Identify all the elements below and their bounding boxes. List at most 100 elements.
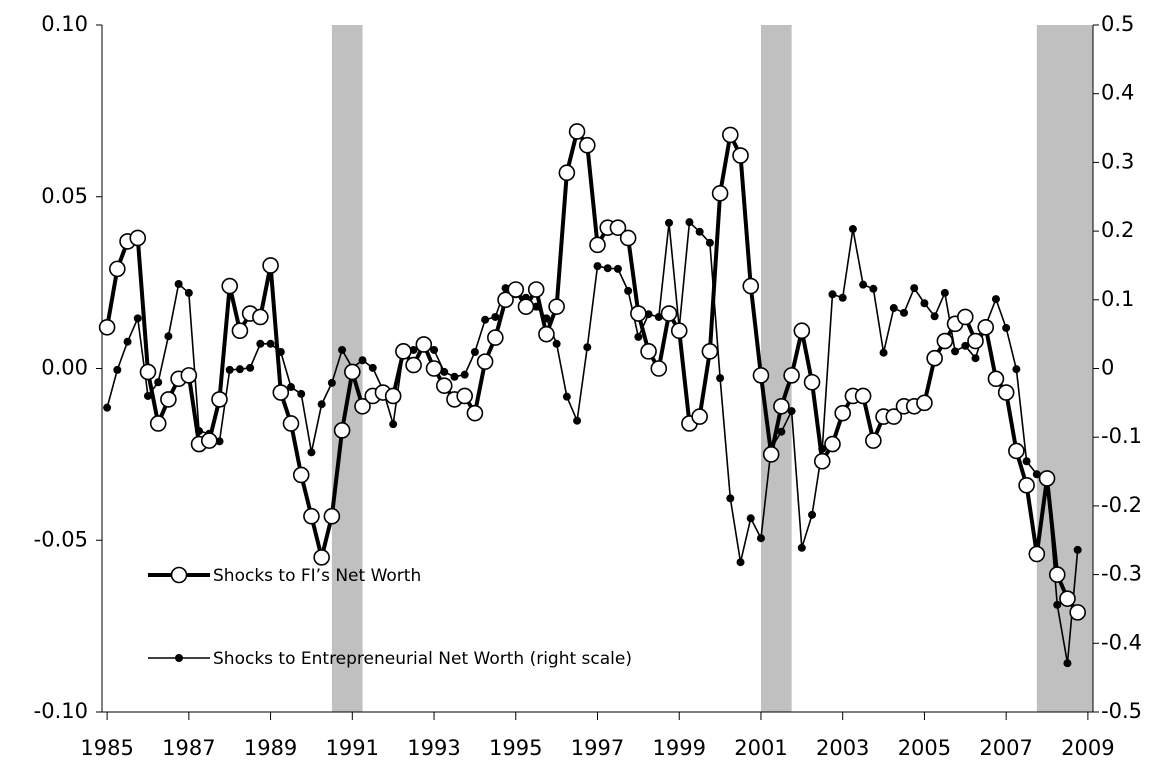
series-marker bbox=[180, 367, 198, 384]
series-marker bbox=[133, 314, 142, 323]
series-marker bbox=[701, 343, 719, 360]
series-marker bbox=[660, 305, 678, 322]
series-marker bbox=[113, 365, 122, 374]
series-marker bbox=[609, 219, 627, 236]
series-marker bbox=[491, 312, 500, 321]
series-marker bbox=[252, 308, 269, 326]
series-marker bbox=[1038, 470, 1056, 487]
series-marker bbox=[736, 558, 745, 567]
series-marker bbox=[548, 298, 565, 315]
series-marker bbox=[695, 227, 704, 236]
series-marker bbox=[773, 397, 790, 415]
series-marker bbox=[262, 257, 279, 274]
series-marker bbox=[640, 343, 657, 360]
series-marker bbox=[297, 389, 306, 398]
series-marker bbox=[578, 136, 596, 154]
series-marker bbox=[123, 337, 132, 346]
series-marker bbox=[991, 295, 1000, 304]
series-marker bbox=[1008, 442, 1025, 460]
series-marker bbox=[838, 293, 847, 302]
series-marker bbox=[143, 391, 152, 400]
series-line bbox=[106, 221, 1079, 665]
series-marker bbox=[456, 387, 473, 405]
series-marker bbox=[742, 277, 760, 295]
series-marker bbox=[1028, 545, 1046, 563]
series-marker bbox=[869, 284, 878, 293]
x-tick-label: 2001 bbox=[734, 736, 787, 760]
series-marker bbox=[997, 384, 1015, 401]
series-marker bbox=[787, 407, 796, 416]
series-marker bbox=[613, 264, 622, 273]
x-tick-label: 1999 bbox=[653, 736, 706, 760]
x-tick-label: 1989 bbox=[244, 736, 297, 760]
series-marker bbox=[415, 336, 433, 353]
series-line bbox=[105, 129, 1080, 614]
series-marker bbox=[527, 281, 545, 298]
y-tick-label: 0.00 bbox=[41, 356, 88, 380]
series-marker bbox=[317, 400, 326, 409]
series-marker bbox=[859, 280, 868, 289]
series-marker bbox=[344, 363, 361, 381]
y2-tick-label: -0.2 bbox=[1101, 493, 1142, 517]
series-marker bbox=[808, 510, 817, 519]
series-marker bbox=[630, 305, 647, 322]
series-marker bbox=[435, 377, 453, 394]
series-marker bbox=[395, 343, 412, 360]
series-marker bbox=[109, 260, 126, 278]
x-tick-label: 1987 bbox=[162, 736, 215, 760]
x-tick-label: 2003 bbox=[816, 736, 869, 760]
series-marker bbox=[323, 507, 341, 525]
legend-label: Shocks to FI’s Net Worth bbox=[213, 566, 421, 586]
x-tick-label: 2009 bbox=[1061, 736, 1114, 760]
series-marker bbox=[732, 147, 749, 164]
series-marker bbox=[634, 332, 643, 341]
series-marker bbox=[154, 378, 163, 387]
series-marker bbox=[828, 290, 837, 299]
series-marker bbox=[834, 404, 851, 422]
series-marker bbox=[793, 322, 811, 340]
series-marker bbox=[573, 416, 582, 425]
series-marker bbox=[762, 446, 780, 463]
y2-tick-label: 0.1 bbox=[1101, 287, 1134, 311]
series-marker bbox=[389, 420, 398, 429]
y2-tick-label: 0.4 bbox=[1101, 81, 1134, 105]
series-marker bbox=[200, 432, 218, 449]
series-marker bbox=[487, 329, 504, 346]
y2-tick-label: -0.4 bbox=[1101, 630, 1142, 654]
series-marker bbox=[956, 308, 974, 326]
series-marker bbox=[235, 365, 244, 374]
series-marker bbox=[272, 384, 290, 401]
series-marker bbox=[470, 348, 479, 357]
series-marker bbox=[307, 448, 316, 457]
series-marker bbox=[916, 394, 933, 412]
y2-tick-label: -0.5 bbox=[1101, 699, 1142, 723]
series-marker bbox=[256, 339, 265, 348]
series-marker bbox=[593, 262, 602, 271]
series-marker bbox=[425, 360, 443, 377]
y-tick-label: -0.05 bbox=[34, 527, 88, 551]
series-marker bbox=[752, 367, 770, 384]
series-marker bbox=[211, 391, 228, 408]
series-marker bbox=[670, 322, 688, 340]
series-marker bbox=[558, 164, 576, 182]
series-marker bbox=[920, 299, 929, 308]
series-marker bbox=[1032, 470, 1041, 479]
series-marker bbox=[405, 356, 422, 374]
series-marker bbox=[98, 318, 116, 336]
series-marker bbox=[797, 543, 806, 552]
series-marker bbox=[865, 432, 882, 449]
x-tick-label: 1991 bbox=[326, 736, 379, 760]
series-marker bbox=[716, 374, 725, 383]
y2-tick-label: -0.3 bbox=[1101, 562, 1142, 586]
y2-tick-label: 0.2 bbox=[1101, 218, 1134, 242]
y-tick-label: -0.10 bbox=[34, 699, 88, 723]
series-marker bbox=[338, 345, 347, 354]
series-marker bbox=[1012, 365, 1021, 374]
series-marker bbox=[184, 288, 193, 297]
series-marker bbox=[691, 408, 708, 425]
y2-tick-label: 0.3 bbox=[1101, 149, 1134, 173]
series-marker bbox=[303, 507, 320, 525]
series-marker bbox=[354, 397, 371, 415]
series-marker bbox=[450, 372, 459, 381]
series-marker bbox=[1063, 659, 1072, 668]
